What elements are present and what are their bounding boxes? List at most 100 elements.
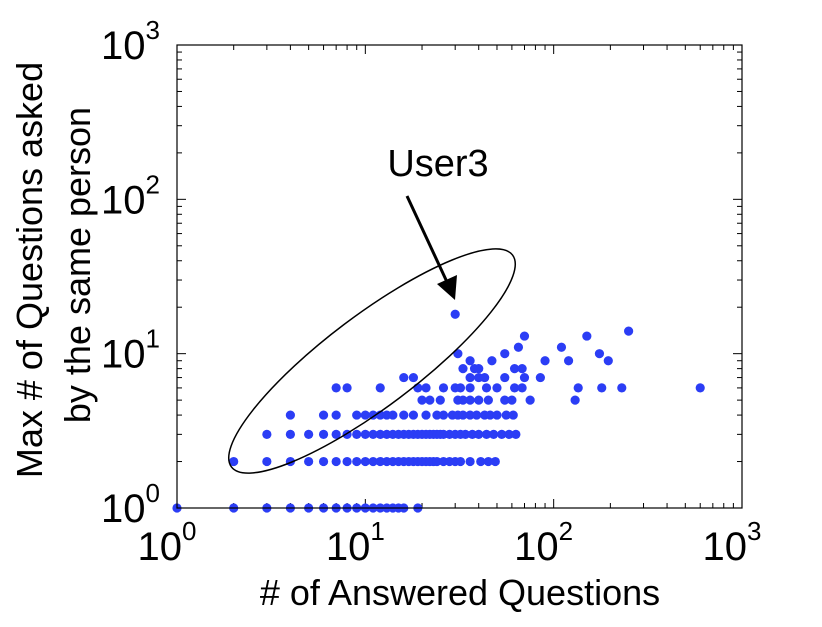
y-axis-label-line-1: Max # of Questions asked <box>9 62 50 478</box>
data-point <box>421 410 431 420</box>
x-axis-label: # of Answered Questions <box>260 572 660 613</box>
data-point <box>318 456 329 467</box>
data-point <box>500 349 510 359</box>
data-point <box>388 410 398 420</box>
data-point <box>352 410 362 420</box>
data-point <box>465 410 475 420</box>
data-point <box>342 456 352 467</box>
data-point <box>455 383 466 393</box>
data-point <box>465 372 475 383</box>
data-point <box>285 410 295 420</box>
data-point <box>453 349 463 359</box>
data-point <box>507 395 517 405</box>
data-point <box>509 383 520 393</box>
data-point <box>563 356 574 366</box>
data-point <box>368 429 378 439</box>
data-point <box>467 429 477 439</box>
y-tick-label-exponent: 1 <box>146 324 160 354</box>
data-point <box>368 456 378 467</box>
data-point <box>490 456 500 467</box>
data-point <box>603 356 613 366</box>
data-point <box>535 372 545 383</box>
y-axis-label: Max # of Questions asked by the same per… <box>9 52 98 478</box>
data-point <box>360 429 370 439</box>
data-point <box>525 395 535 405</box>
data-point <box>509 364 520 374</box>
data-point <box>331 456 341 467</box>
data-point <box>408 410 419 420</box>
data-point <box>517 364 527 374</box>
data-point <box>331 429 341 439</box>
annotation-label: User3 <box>387 143 488 185</box>
data-point <box>399 410 409 420</box>
data-point <box>481 429 492 439</box>
data-point <box>573 383 583 393</box>
data-point <box>360 456 370 467</box>
data-point <box>492 383 502 393</box>
data-point <box>368 410 378 420</box>
data-point <box>582 331 592 341</box>
data-point <box>432 410 442 420</box>
data-point <box>331 383 341 393</box>
data-point <box>352 456 362 467</box>
data-point <box>500 372 510 383</box>
data-point <box>375 429 385 439</box>
data-point <box>460 429 471 439</box>
data-point <box>331 410 341 420</box>
data-point <box>483 395 493 405</box>
data-point <box>318 410 329 420</box>
x-tick-label-base: 10 <box>138 525 183 569</box>
data-point <box>513 342 524 352</box>
y-tick-label-base: 10 <box>101 333 146 377</box>
x-tick-label-exponent: 2 <box>559 516 573 546</box>
data-point <box>458 364 468 374</box>
data-point <box>342 383 352 393</box>
data-point <box>425 395 435 405</box>
x-tick-label-base: 10 <box>326 525 371 569</box>
data-point <box>487 356 497 366</box>
data-point <box>262 429 272 439</box>
data-point <box>474 429 484 439</box>
data-point <box>360 410 370 420</box>
data-point <box>262 456 272 467</box>
x-tick-label-1: 101 <box>326 516 385 569</box>
data-point <box>519 372 530 383</box>
data-point <box>318 429 329 439</box>
x-tick-label-3: 103 <box>703 516 762 569</box>
data-point <box>465 356 475 366</box>
plot-area-frame <box>176 44 743 509</box>
data-point <box>304 456 314 467</box>
data-point <box>408 372 419 383</box>
data-point <box>458 410 468 420</box>
data-point <box>474 364 484 374</box>
data-point <box>481 383 492 393</box>
data-point <box>508 410 518 420</box>
x-tick-label-exponent: 1 <box>370 516 384 546</box>
data-point <box>399 372 409 383</box>
data-point <box>421 383 431 393</box>
data-point <box>594 349 605 359</box>
data-point <box>438 383 449 393</box>
data-point <box>497 429 507 439</box>
y-tick-label-1: 101 <box>101 324 160 377</box>
data-point <box>500 395 510 405</box>
annotation-arrowhead <box>437 275 457 300</box>
y-tick-label-3: 103 <box>101 15 160 68</box>
y-tick-label-exponent: 2 <box>146 169 160 199</box>
data-point <box>465 456 475 467</box>
data-point <box>540 356 550 366</box>
data-point <box>695 383 705 393</box>
outlier-ellipse <box>227 248 517 474</box>
data-point <box>624 326 634 336</box>
data-point <box>413 383 423 393</box>
y-tick-label-exponent: 0 <box>146 478 160 508</box>
data-point <box>375 383 385 393</box>
y-tick-label-exponent: 3 <box>146 15 160 45</box>
x-tick-label-0: 100 <box>138 516 197 569</box>
data-point <box>476 456 486 467</box>
data-point <box>492 410 502 420</box>
data-point <box>450 309 460 319</box>
x-tick-label-base: 10 <box>514 525 559 569</box>
data-point <box>483 456 493 467</box>
